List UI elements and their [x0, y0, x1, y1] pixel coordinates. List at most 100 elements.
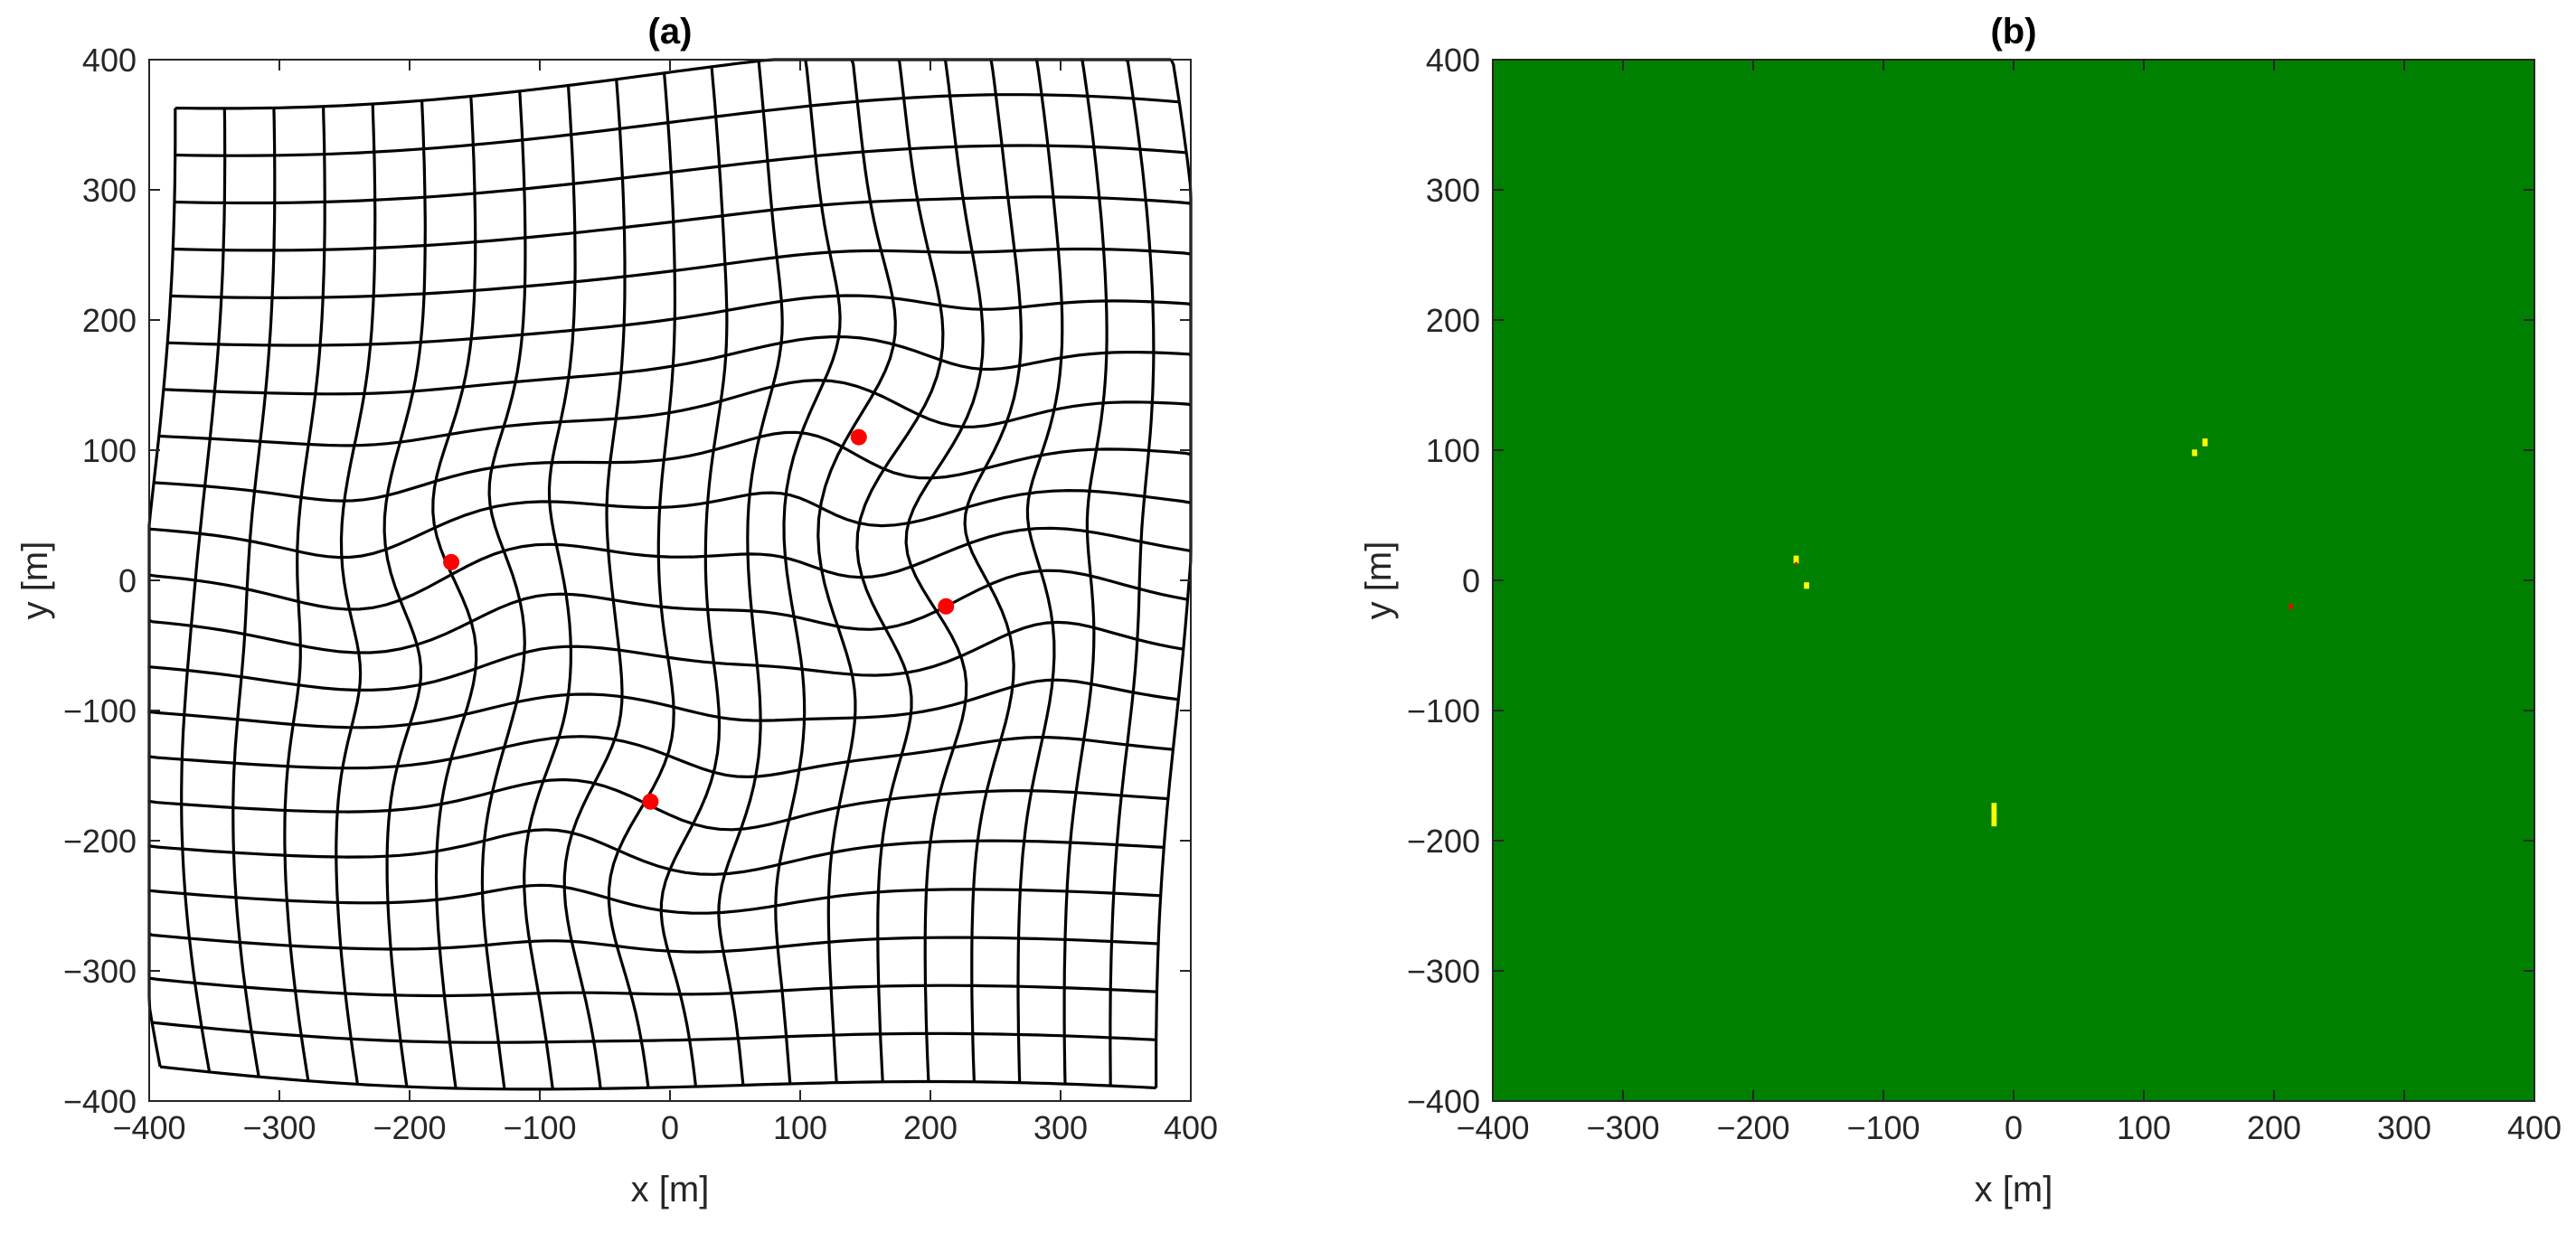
- mesh-line-vertical: [1109, 58, 1156, 1087]
- y-tick-label: 200: [82, 302, 137, 339]
- mesh-line-horizontal: [159, 1065, 1156, 1091]
- data-point: [443, 553, 460, 570]
- y-tick-label: −400: [1407, 1083, 1480, 1120]
- mesh-line-vertical: [523, 85, 577, 1090]
- mesh-line-vertical: [1062, 58, 1109, 1085]
- y-tick-label: 200: [1426, 302, 1480, 339]
- mesh-line-horizontal: [163, 334, 1192, 396]
- x-tick-label: −100: [503, 1109, 576, 1146]
- mesh-line-vertical: [855, 58, 945, 1082]
- y-tick-label: −200: [1407, 823, 1480, 860]
- mesh-line-horizontal: [154, 430, 1192, 503]
- mesh-line-vertical: [283, 106, 326, 1081]
- y-tick-label: 300: [82, 172, 137, 209]
- mesh-line-horizontal: [148, 932, 1159, 954]
- mesh-line-horizontal: [174, 144, 1187, 205]
- x-tick-label: −300: [1586, 1109, 1659, 1146]
- panel-b-title: (b): [1990, 12, 2036, 52]
- mesh-line-horizontal: [148, 526, 1192, 611]
- heatmap-mark: [2202, 438, 2208, 447]
- x-tick-label: 400: [1164, 1109, 1218, 1146]
- mesh-line-horizontal: [147, 678, 1179, 729]
- heatmap-mark: [1804, 582, 1809, 589]
- y-axis-label-a: y [m]: [15, 541, 55, 620]
- mesh-line-vertical: [180, 108, 227, 1073]
- mesh-line-vertical: [1016, 58, 1064, 1083]
- x-tick-label: 0: [661, 1109, 679, 1146]
- mesh-line-vertical: [335, 103, 377, 1085]
- y-tick-label: 400: [82, 42, 137, 79]
- panel-b: −400 −300 −200 −100 0 100 200 300 400 −400 −300 −20…: [1359, 12, 2562, 1209]
- y-tick-label: 100: [82, 432, 137, 469]
- red-points: [443, 428, 955, 810]
- y-tick-label: −300: [63, 953, 137, 990]
- mesh-line-vertical: [231, 108, 277, 1078]
- x-tick-label: −400: [112, 1109, 185, 1146]
- x-axis-label-b: x [m]: [1975, 1170, 2053, 1209]
- x-tick-label: −400: [1456, 1109, 1529, 1146]
- mesh-line-horizontal: [152, 1021, 1156, 1044]
- y-tick-label: 100: [1426, 432, 1480, 469]
- plot-area-a: [149, 60, 1191, 1101]
- y-tick-label: −300: [1407, 953, 1480, 990]
- mesh-line-horizontal: [148, 569, 1188, 654]
- mesh-line-horizontal: [147, 777, 1169, 832]
- heatmap-mark: [2288, 603, 2293, 609]
- mesh-line-vertical: [904, 58, 985, 1082]
- mesh-line-horizontal: [175, 93, 1180, 157]
- mesh-line-horizontal: [173, 195, 1192, 252]
- mesh-line-vertical: [963, 58, 1024, 1082]
- mesh-line-vertical: [431, 96, 478, 1089]
- x-tick-label: −100: [1846, 1109, 1920, 1146]
- x-tick-label: 400: [2507, 1109, 2562, 1146]
- mesh-line-vertical: [480, 90, 527, 1089]
- data-point: [850, 428, 867, 446]
- x-tick-label: −300: [242, 1109, 316, 1146]
- data-point: [938, 598, 955, 615]
- y-tick-label: 0: [1462, 562, 1480, 599]
- x-tick-label: 0: [2005, 1109, 2023, 1146]
- x-tick-label: −200: [373, 1109, 446, 1146]
- y-tick-label: 300: [1426, 172, 1480, 209]
- mesh-line-horizontal: [170, 247, 1192, 300]
- mesh-line-horizontal: [147, 828, 1165, 876]
- mesh-line-horizontal: [147, 620, 1184, 692]
- mesh-line-vertical: [774, 59, 842, 1085]
- mesh-line-vertical: [717, 61, 784, 1086]
- plot-area-b: [1493, 60, 2534, 1101]
- x-tick-label: 300: [1033, 1109, 1088, 1146]
- axes-a: −400 −300 −200 −100 0 100 200 300 400 −400 −300 −20…: [63, 42, 1218, 1146]
- y-axis-label-b: y [m]: [1359, 541, 1399, 620]
- heatmap-marks: [1793, 438, 2293, 827]
- mesh-line-horizontal: [158, 378, 1192, 447]
- heatmap-mark: [1795, 561, 1798, 565]
- mesh-line-horizontal: [167, 294, 1192, 347]
- panel-a: −400 −300 −200 −100 0 100 200 300 400 −400 −300 −20…: [15, 12, 1218, 1209]
- mesh-line-vertical: [382, 100, 427, 1087]
- y-tick-label: −200: [63, 823, 137, 860]
- x-tick-label: 200: [2247, 1109, 2301, 1146]
- heatmap-mark: [1991, 803, 1997, 827]
- heatmap-mark: [2192, 449, 2198, 456]
- x-tick-label: −200: [1716, 1109, 1789, 1146]
- mesh-line-horizontal: [147, 883, 1161, 915]
- panel-a-title: (a): [648, 12, 693, 52]
- mesh-line-vertical: [659, 66, 729, 1087]
- x-tick-label: 200: [903, 1109, 958, 1146]
- y-tick-label: 0: [118, 562, 137, 599]
- data-point: [642, 793, 659, 810]
- x-tick-label: 100: [773, 1109, 827, 1146]
- x-tick-label: 100: [2117, 1109, 2171, 1146]
- y-tick-label: −400: [63, 1083, 137, 1120]
- mesh-line-vertical: [816, 59, 897, 1083]
- mesh-line-horizontal: [147, 735, 1174, 779]
- x-tick-label: 300: [2377, 1109, 2431, 1146]
- mesh-line-vertical: [607, 72, 676, 1088]
- mesh-line-vertical: [562, 79, 627, 1089]
- deformed-grid: [147, 58, 1193, 1091]
- axes-b: −400 −300 −200 −100 0 100 200 300 400 −400 −300 −20…: [1407, 42, 2562, 1146]
- x-axis-label-a: x [m]: [631, 1170, 710, 1209]
- mesh-line-horizontal: [148, 976, 1157, 998]
- y-tick-label: −100: [63, 692, 137, 729]
